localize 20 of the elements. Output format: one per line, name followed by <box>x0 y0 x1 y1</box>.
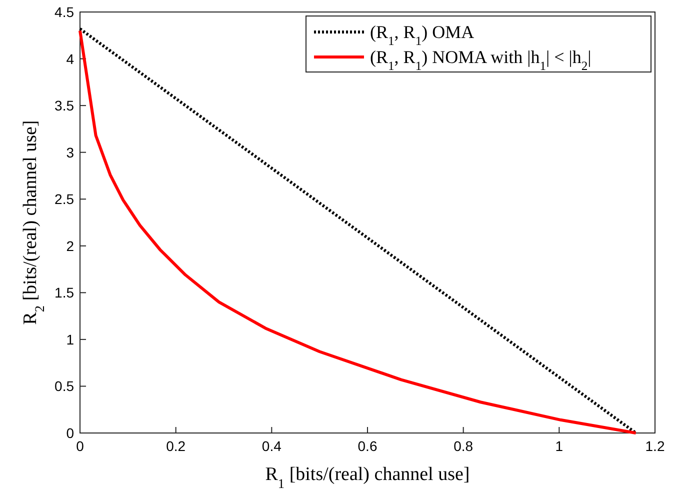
x-tick-label: 0.8 <box>454 438 474 454</box>
y-tick-label: 3 <box>66 144 74 160</box>
legend-label: (R$_{1}$, R$_{1}$) OMA <box>370 22 474 48</box>
y-tick-label: 3.5 <box>54 98 74 114</box>
y-tick-label: 0.5 <box>54 378 74 394</box>
x-tick-label: 0.4 <box>262 438 282 454</box>
y-tick-label: 4.5 <box>54 4 74 20</box>
y-tick-label: 2 <box>66 238 74 254</box>
x-tick-label: 0.2 <box>166 438 186 454</box>
y-tick-label: 1.5 <box>54 284 74 301</box>
y-tick-label: 0 <box>66 425 74 441</box>
y-tick-label: 1 <box>66 331 74 348</box>
x-tick-label: 0.6 <box>358 438 378 454</box>
x-tick-label: 1 <box>555 438 564 454</box>
x-tick-label: 0 <box>76 438 84 454</box>
y-tick-label: 2.5 <box>54 191 74 208</box>
x-axis-title: R$_{1}$ [bits/(real) channel use] <box>265 464 470 490</box>
y-tick-label: 4 <box>66 50 74 67</box>
text: (R$_{1}$, R$_{1}$) NOMA with |h$_{1}$| < |h$_{2}$| <box>370 47 592 73</box>
x-tick-label: 1.2 <box>645 438 665 454</box>
